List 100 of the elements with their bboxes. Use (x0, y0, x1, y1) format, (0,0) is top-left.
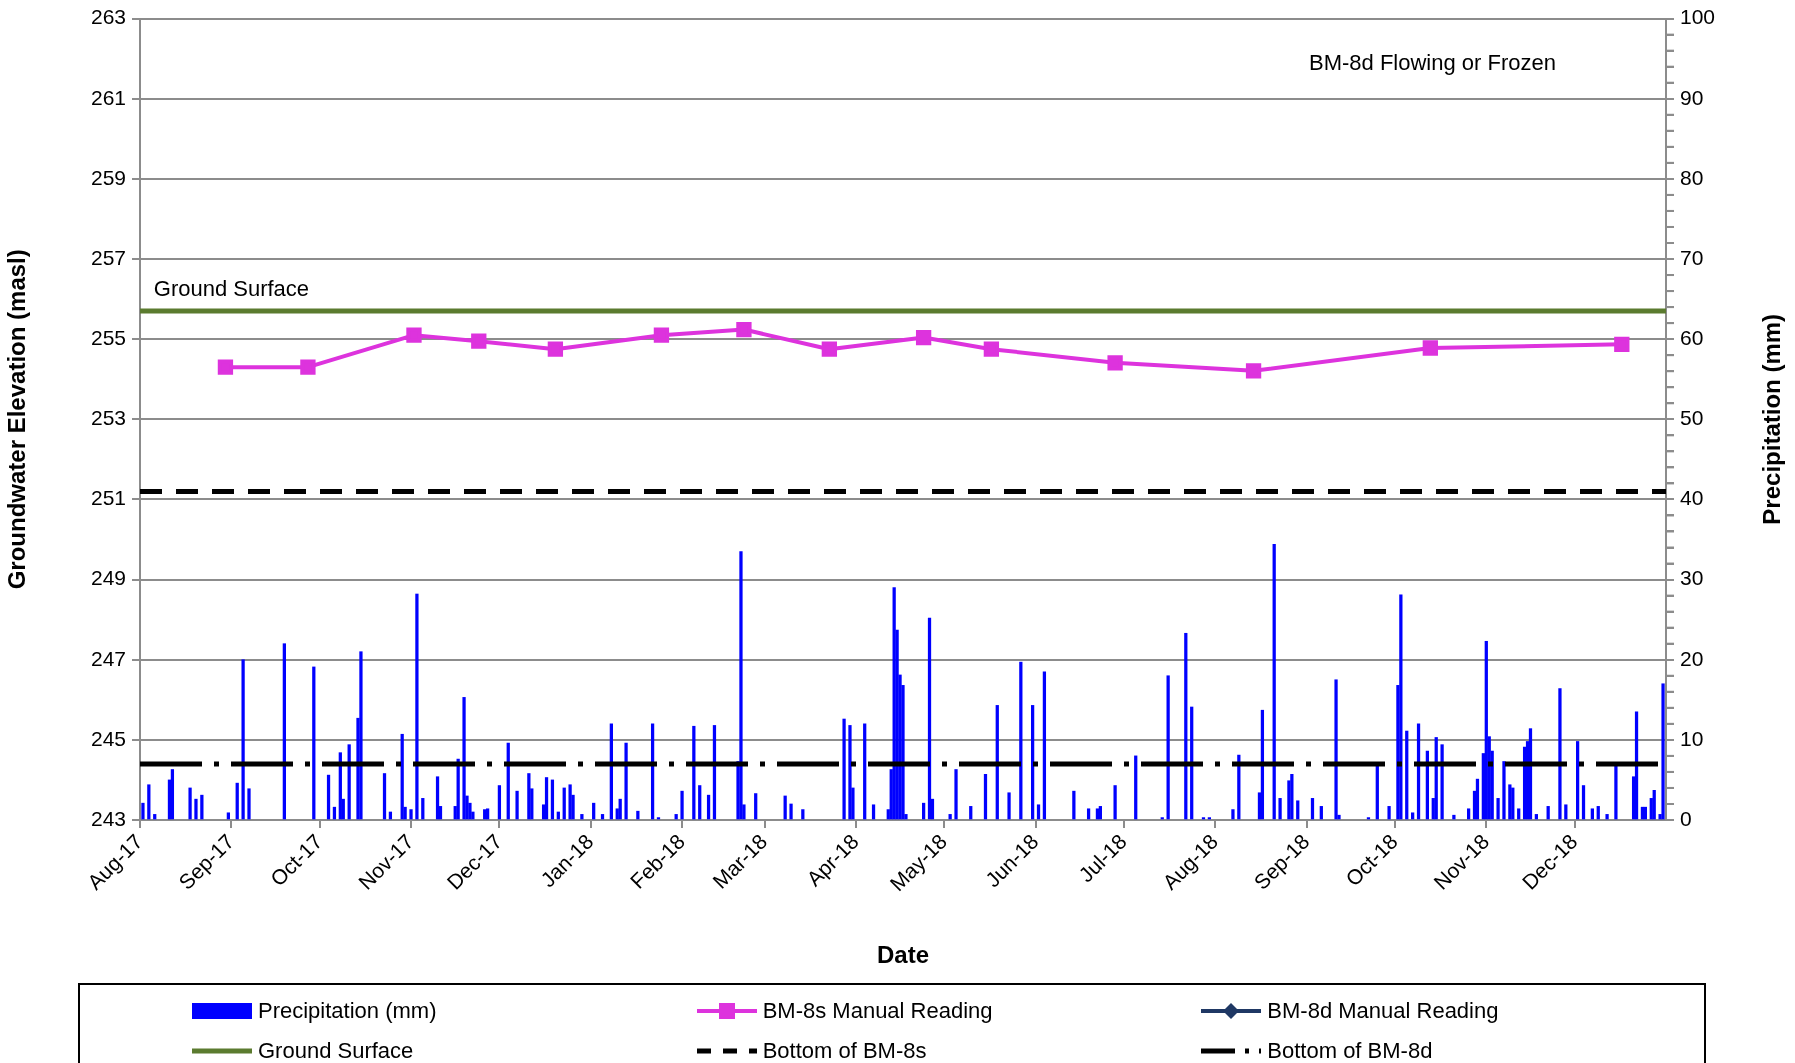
bar (842, 718, 846, 820)
bar (739, 551, 743, 820)
bar (1546, 806, 1550, 820)
bar (1134, 755, 1138, 820)
y-tick-label: 255 (90, 325, 126, 349)
annotation: BM-8d Flowing or Frozen (1309, 49, 1556, 75)
point (217, 359, 234, 375)
bar (1086, 808, 1091, 820)
y2-tick-label: 20 (1680, 646, 1704, 670)
y-tick-label: 249 (90, 566, 126, 590)
bar (969, 806, 973, 820)
bar (983, 773, 988, 820)
legend-label: Bottom of BM-8s (762, 1038, 927, 1063)
bar (580, 814, 584, 820)
bar (1030, 705, 1035, 820)
bar (680, 790, 684, 820)
y2-tick-label: 60 (1680, 325, 1704, 349)
y2-tick-label: 70 (1680, 245, 1704, 269)
bar (1007, 792, 1011, 820)
bar (1272, 543, 1276, 820)
bar (954, 769, 958, 820)
bar (1387, 806, 1391, 820)
bar (415, 593, 419, 820)
bar (1278, 798, 1282, 820)
bar (359, 651, 363, 820)
point (983, 341, 1000, 357)
bar (789, 803, 793, 820)
bar (1042, 671, 1047, 820)
bar (1581, 785, 1586, 820)
bar (1095, 808, 1100, 820)
bar (1290, 773, 1294, 820)
legend-label: Ground Surface (258, 1038, 414, 1063)
bar (1310, 798, 1315, 820)
bar (435, 776, 440, 820)
y-tick-label: 247 (90, 646, 126, 670)
bar (483, 809, 487, 820)
x-axis-title: Date (876, 941, 930, 969)
y-tick-label: 261 (90, 85, 126, 109)
bar (1605, 814, 1609, 820)
y2-tick-label: 90 (1680, 85, 1704, 109)
y2-tick-label: 30 (1680, 566, 1704, 590)
y2-tick-label: 100 (1680, 5, 1716, 29)
bar (409, 809, 413, 820)
bar (141, 802, 145, 820)
bar (1511, 787, 1515, 820)
bar (1296, 800, 1300, 820)
bar (1019, 661, 1023, 820)
bar (698, 785, 702, 820)
bar (754, 793, 758, 820)
point (471, 333, 487, 349)
bar (170, 769, 175, 820)
y2-tick-label: 0 (1680, 806, 1692, 830)
bar (544, 777, 549, 820)
bar (1334, 679, 1338, 820)
point (653, 327, 670, 343)
bar (1440, 744, 1444, 820)
legend-label: BM-8s Manual Reading (762, 998, 993, 1024)
y-tick-label: 251 (90, 486, 126, 510)
bar (1113, 785, 1117, 820)
bar (801, 809, 805, 820)
y-tick-label: 243 (90, 806, 126, 830)
bar (1558, 688, 1562, 820)
bar (550, 779, 555, 820)
bar (147, 784, 151, 820)
bar (1596, 806, 1600, 820)
bar (462, 697, 466, 820)
bar (568, 784, 572, 820)
bar (1072, 790, 1076, 820)
bar (1036, 804, 1041, 820)
bar (200, 794, 204, 820)
bar (1614, 765, 1618, 820)
bar (1590, 808, 1594, 820)
bar (1575, 741, 1580, 820)
bar (188, 787, 192, 820)
point (1614, 336, 1630, 353)
bar (1661, 683, 1665, 820)
y2-tick-label: 50 (1680, 406, 1704, 430)
bar (485, 808, 490, 820)
y-tick-label: 257 (90, 245, 126, 269)
bar (1496, 798, 1500, 820)
bar (382, 773, 387, 820)
bar (497, 785, 502, 820)
point (1107, 355, 1123, 371)
bar (1411, 812, 1415, 820)
y2-tick-label: 10 (1680, 726, 1704, 750)
bar (706, 794, 711, 820)
bar (624, 742, 628, 820)
point (1422, 340, 1438, 356)
bar (326, 774, 331, 820)
point (821, 341, 838, 357)
bar (783, 795, 787, 820)
bar (1502, 761, 1506, 820)
legend-label: BM-8d Manual Reading (1267, 998, 1499, 1024)
bar (1517, 808, 1521, 820)
bar (1098, 806, 1103, 820)
legend-label: Bottom of BM-8d (1267, 1038, 1433, 1063)
y2-tick-label: 40 (1680, 486, 1704, 510)
point (547, 341, 564, 357)
bar (1475, 778, 1480, 820)
bar (241, 659, 245, 820)
